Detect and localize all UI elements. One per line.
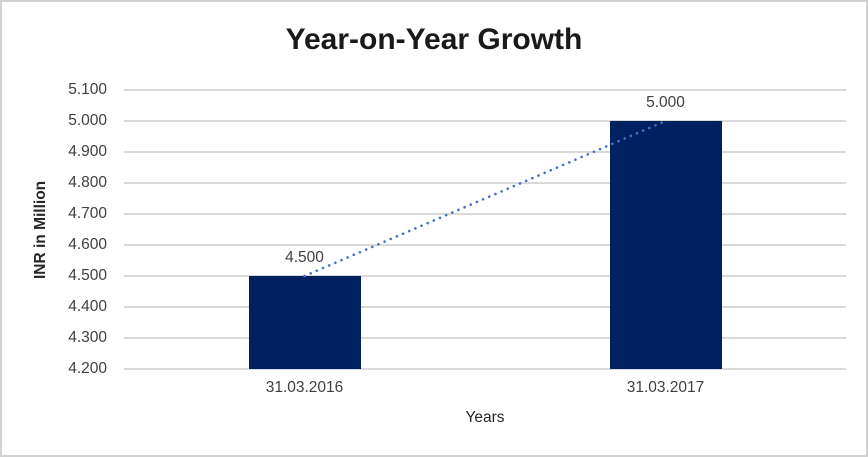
gridline <box>124 244 846 246</box>
y-axis-tick-label: 4.400 <box>68 298 107 315</box>
gridline <box>124 89 846 91</box>
trendline-layer <box>303 119 667 278</box>
y-axis-tick-label: 4.200 <box>68 360 107 377</box>
gridline <box>124 368 846 370</box>
gridline <box>124 151 846 153</box>
y-axis-tick-label: 4.600 <box>68 236 107 253</box>
gridline <box>124 182 846 184</box>
chart-title: Year-on-Year Growth <box>285 23 583 56</box>
gridline <box>124 337 846 339</box>
y-axis-tick-label: 4.500 <box>68 267 107 284</box>
bar-value-label: 4.500 <box>285 248 324 266</box>
y-axis-tick-label: 4.700 <box>68 205 107 222</box>
y-axis-tick-label: 4.300 <box>68 329 107 346</box>
x-axis-title: Years <box>465 409 505 426</box>
gridline <box>124 213 846 215</box>
gridline <box>124 306 846 308</box>
bar <box>609 121 722 369</box>
y-axis-tick-label: 4.800 <box>68 174 107 191</box>
x-axis-tick-label: 31.03.2017 <box>626 379 705 396</box>
y-axis-tick-label: 4.900 <box>68 143 107 160</box>
gridline <box>124 275 846 277</box>
bar <box>248 276 361 369</box>
gridline <box>124 120 846 122</box>
y-axis-tick-label: 5.100 <box>68 81 107 98</box>
y-axis-tick-labels: 5.100 5.000 4.900 4.800 4.700 4.600 4.500 4.400… <box>2 81 107 377</box>
x-axis-tick-label: 31.03.2016 <box>265 379 344 396</box>
y-axis-tick-label: 5.000 <box>68 112 107 129</box>
bar-value-label: 5.000 <box>646 93 685 111</box>
x-axis-tick-labels: 31.03.2016 31.03.2017 <box>124 379 846 399</box>
plot-area: 4.500 5.000 <box>124 89 846 370</box>
